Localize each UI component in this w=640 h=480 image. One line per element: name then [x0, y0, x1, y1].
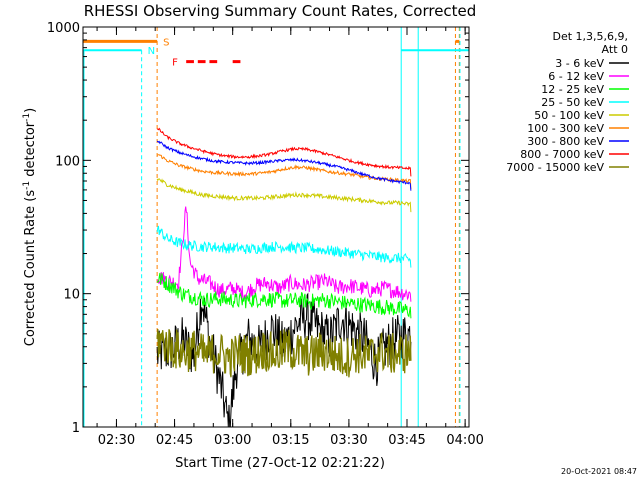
legend-header: Det 1,3,5,6,9,: [552, 30, 628, 43]
legend-entry-label: 7000 - 15000 keV: [506, 161, 604, 174]
x-axis-label: Start Time (27-Oct-12 02:21:22): [175, 456, 385, 471]
series-line: [156, 225, 412, 268]
series-line: [156, 272, 412, 319]
legend-entry-label: 3 - 6 keV: [555, 57, 604, 70]
saa-flag-label: S: [163, 37, 169, 48]
y-tick-label: 1000: [47, 21, 80, 36]
x-tick-label: 03:30: [330, 433, 367, 448]
y-tick-label: 100: [55, 154, 80, 169]
plot-frame: [82, 26, 470, 428]
legend-entry-label: 800 - 7000 keV: [520, 148, 604, 161]
series-line: [156, 154, 412, 190]
y-axis-label: Corrected Count Rate (s-1 detector-1): [22, 108, 38, 346]
legend-entry-label: 12 - 25 keV: [541, 83, 604, 96]
series-line: [156, 178, 412, 213]
x-tick-label: 03:15: [272, 433, 309, 448]
series-line: [156, 328, 412, 378]
legend-header: Att 0: [602, 43, 628, 56]
x-tick-label: 02:45: [156, 433, 193, 448]
legend-entry-label: 25 - 50 keV: [541, 96, 604, 109]
x-tick-label: 04:00: [446, 433, 483, 448]
legend-entry-label: 50 - 100 keV: [534, 109, 604, 122]
footer-timestamp: 20-Oct-2021 08:47: [561, 467, 637, 476]
y-tick-label: 1: [72, 421, 80, 436]
y-tick-label: 10: [63, 288, 80, 303]
flare-flag-label: F: [172, 58, 178, 69]
x-tick-label: 03:45: [388, 433, 425, 448]
legend-entry-label: 6 - 12 keV: [548, 70, 604, 83]
legend-entry-label: 300 - 800 keV: [527, 135, 604, 148]
series-line: [156, 127, 412, 177]
axis-ticks: 02:30 02:45 03:00 03:15 03:30 03:45 04:00 1 10 10…: [47, 21, 484, 448]
plot-area: SN F: [83, 27, 469, 428]
legend-entry-label: 100 - 300 keV: [527, 122, 604, 135]
x-tick-label: 03:00: [214, 433, 251, 448]
chart-title: RHESSI Observing Summary Count Rates, Co…: [84, 2, 477, 20]
series-line: [156, 206, 412, 302]
night-flag-label: N: [148, 46, 155, 57]
x-tick-label: 02:30: [98, 433, 135, 448]
series-line: [156, 140, 412, 191]
